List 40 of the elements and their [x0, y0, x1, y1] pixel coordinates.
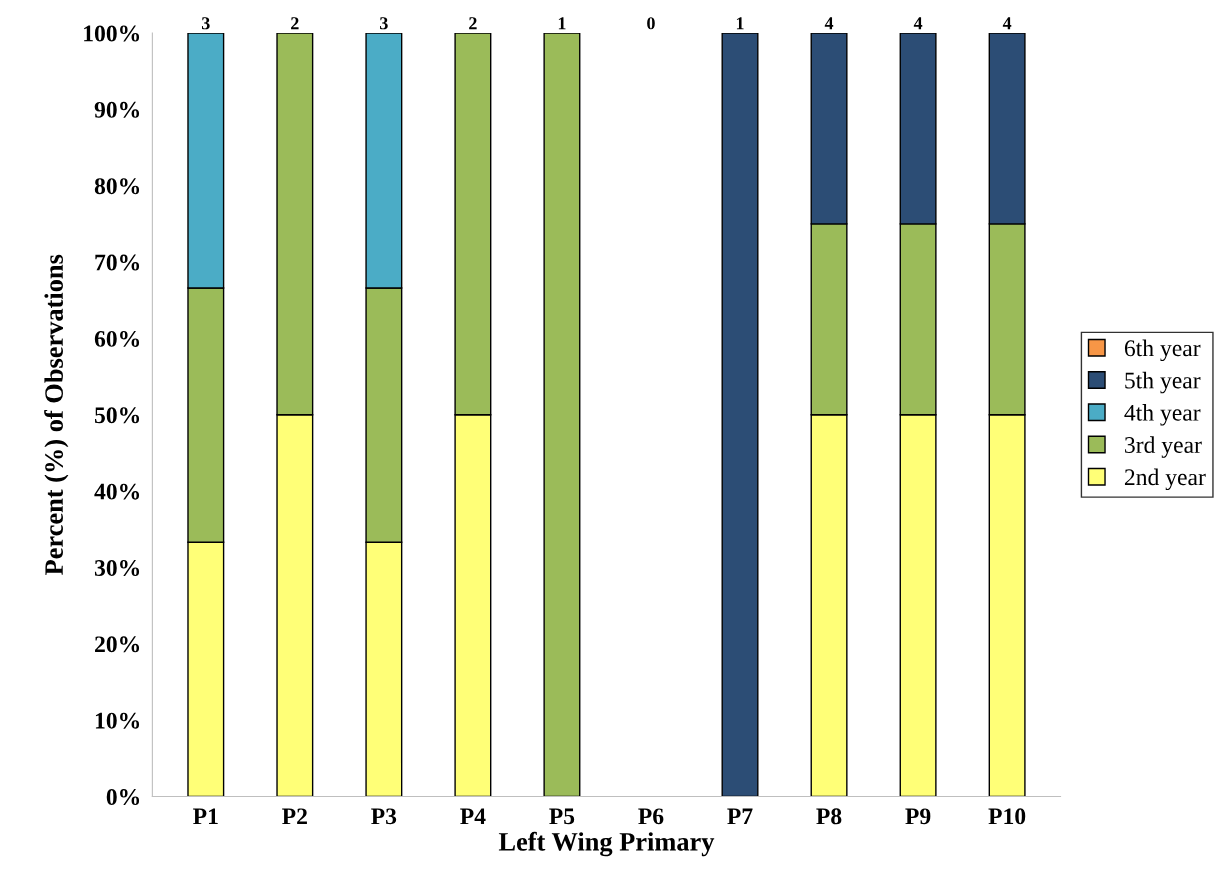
x-tick-label: P5 — [549, 808, 575, 825]
y-tick-label: 60% — [94, 330, 140, 347]
y-axis-title: Percent (%) of Observations — [44, 254, 69, 575]
annotation: 4 — [824, 17, 834, 30]
x-tick-label: P2 — [282, 808, 307, 825]
x-tick-label: P8 — [816, 808, 842, 825]
y-tick-label: 50% — [94, 407, 140, 424]
legend-label: 3rd year — [1125, 436, 1202, 458]
annotation: 4 — [1002, 17, 1012, 30]
x-axis-title: Left Wing Primary — [498, 831, 715, 857]
legend-label: 4th year — [1124, 404, 1201, 426]
x-tick-label: P6 — [638, 808, 664, 825]
y-tick-label: 20% — [95, 636, 140, 653]
annotation: 2 — [291, 17, 299, 30]
x-tick-label: P1 — [193, 808, 218, 825]
y-tick-label: 90% — [94, 101, 140, 118]
x-tick-label: P4 — [460, 808, 486, 825]
annotation: 2 — [469, 17, 477, 30]
annotation: 1 — [558, 17, 566, 30]
legend-label: 5th year — [1125, 371, 1201, 394]
annotation: 4 — [913, 17, 923, 30]
annotation: 1 — [736, 17, 744, 30]
x-tick-label: P3 — [371, 808, 397, 825]
x-tick-label: P7 — [727, 808, 753, 825]
bar — [721, 33, 759, 797]
x-tick-label: P10 — [988, 808, 1026, 825]
y-tick-label: 30% — [94, 559, 140, 576]
annotation: 3 — [201, 17, 210, 30]
y-tick-label: 80% — [94, 178, 140, 195]
legend-label: 6th year — [1124, 339, 1201, 362]
y-tick-label: 100% — [84, 25, 140, 42]
annotation: 3 — [380, 17, 388, 30]
y-tick-label: 40% — [94, 483, 140, 500]
y-tick-label: 70% — [95, 254, 140, 271]
x-tick-label: P9 — [905, 808, 931, 825]
legend-label: 2nd year — [1124, 468, 1206, 491]
y-tick-label: 0% — [106, 789, 140, 806]
y-tick-label: 10% — [95, 712, 140, 729]
text: 0 — [647, 17, 655, 30]
bar — [543, 33, 581, 797]
